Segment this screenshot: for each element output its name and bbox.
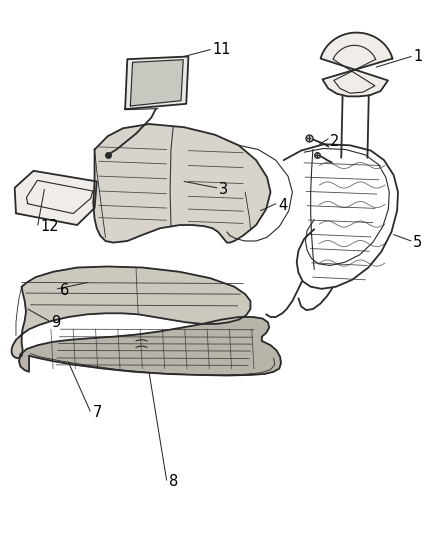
Text: 7: 7 xyxy=(92,405,102,420)
Text: 12: 12 xyxy=(40,219,59,234)
Polygon shape xyxy=(131,60,183,106)
Text: 3: 3 xyxy=(219,182,228,197)
Text: 6: 6 xyxy=(60,283,69,298)
Text: 11: 11 xyxy=(212,42,231,57)
Polygon shape xyxy=(14,171,97,225)
Polygon shape xyxy=(93,124,271,243)
Text: 2: 2 xyxy=(330,134,340,149)
Text: 1: 1 xyxy=(413,49,423,64)
Polygon shape xyxy=(321,33,392,96)
Text: 8: 8 xyxy=(169,474,178,489)
Text: 4: 4 xyxy=(278,198,287,213)
Text: 9: 9 xyxy=(51,315,60,330)
Polygon shape xyxy=(125,56,188,109)
Text: 5: 5 xyxy=(413,235,423,250)
Polygon shape xyxy=(12,266,251,358)
Polygon shape xyxy=(19,317,281,375)
